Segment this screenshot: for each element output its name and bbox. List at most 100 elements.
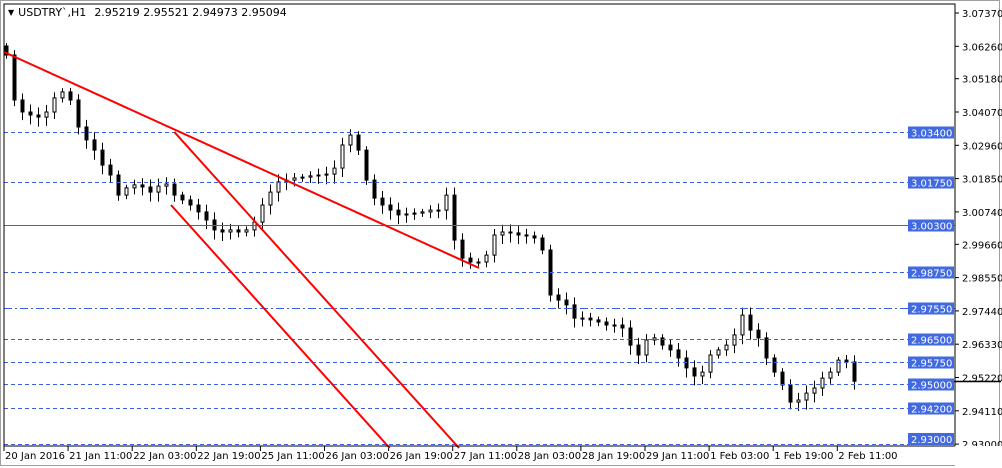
candle-body [180, 194, 185, 201]
candle-body [436, 209, 441, 212]
candle-body [388, 204, 393, 211]
level-label: 3.01750 [911, 179, 952, 190]
candle-body [644, 339, 649, 356]
level-label: 2.94200 [911, 405, 952, 416]
candle-body [804, 392, 809, 401]
x-tick-label: 25 Jan 11:00 [261, 451, 324, 462]
candle-body [788, 384, 793, 403]
candle-body [372, 179, 377, 199]
candle-body [132, 184, 137, 189]
candle-body [60, 91, 65, 99]
candle-body [172, 183, 177, 196]
candle-body [348, 134, 353, 146]
x-tick-label: 1 Feb 19:00 [774, 451, 833, 462]
level-label-bg [908, 402, 954, 415]
candle-body [92, 139, 97, 151]
candle-body [220, 229, 225, 233]
candle-body [4, 45, 9, 56]
x-tick-label: 21 Jan 11:00 [69, 451, 132, 462]
candle-body [812, 387, 817, 394]
candle-body [228, 229, 233, 233]
candle-body [708, 354, 713, 373]
level-label-bg [908, 126, 954, 139]
candle-body [660, 337, 665, 346]
candle-body [236, 229, 241, 233]
trendline [170, 204, 391, 449]
level-label-bg [908, 302, 954, 315]
y-tick-label: 3.00740 [962, 208, 1002, 219]
y-tick-label: 3.04070 [962, 108, 1002, 119]
candle-body [612, 324, 617, 327]
candle-body [12, 54, 17, 101]
candle-body [404, 213, 409, 216]
candle-body [844, 359, 849, 363]
trendline [173, 131, 460, 449]
candle-body [300, 176, 305, 179]
candle-body [764, 337, 769, 359]
ohlc-values: 2.95219 2.95521 2.94973 2.95094 [94, 6, 287, 19]
candle-body [364, 149, 369, 181]
candle-body [516, 232, 521, 236]
candle-body [628, 327, 633, 346]
candle-body [68, 91, 73, 101]
candle-body [692, 367, 697, 377]
trendline [3, 51, 480, 269]
candle-body [332, 167, 337, 175]
candle-body [116, 174, 121, 196]
level-label: 3.00300 [911, 222, 952, 233]
level-label-bg [908, 333, 954, 346]
symbol-label: USDTRY`,H1 [18, 6, 87, 19]
candle-body [212, 219, 217, 231]
candle-body [716, 349, 721, 356]
candle-body [748, 314, 753, 331]
level-label: 2.93000 [911, 435, 952, 446]
y-tick-label: 3.05180 [962, 75, 1002, 86]
level-label: 3.03400 [911, 129, 952, 140]
x-tick-label: 20 Jan 2016 [5, 451, 65, 462]
y-tick-label: 3.02960 [962, 141, 1002, 152]
y-tick-label: 2.96330 [962, 340, 1002, 351]
y-tick-label: 3.07370 [962, 9, 1002, 20]
candle-body [428, 209, 433, 213]
level-label: 2.97550 [911, 305, 952, 316]
candle-body [52, 97, 57, 113]
candle-body [148, 186, 153, 193]
candle-body [556, 294, 561, 301]
x-tick-label: 28 Jan 19:00 [582, 451, 645, 462]
candle-body [636, 344, 641, 356]
candle-body [292, 177, 297, 181]
y-tick-label: 2.99660 [962, 240, 1002, 251]
candle-body [588, 317, 593, 321]
candle-body [244, 229, 249, 233]
candle-body [780, 371, 785, 386]
level-label-bg [908, 266, 954, 279]
candle-body [396, 209, 401, 216]
candle-body [700, 371, 705, 377]
candle-body [572, 304, 577, 319]
candle-body [828, 371, 833, 379]
candle-body [356, 134, 361, 151]
candle-body [820, 377, 825, 389]
candle-body [28, 111, 33, 116]
x-tick-label: 27 Jan 11:00 [454, 451, 517, 462]
level-label: 2.95000 [911, 381, 952, 392]
candle-body [156, 185, 161, 193]
candle-body [740, 314, 745, 336]
candle-body [36, 114, 41, 118]
candle-body [76, 99, 81, 128]
candle-body [492, 234, 497, 256]
candle-body [836, 359, 841, 373]
candle-body [540, 237, 545, 251]
candle-body [260, 204, 265, 223]
level-label-bg [908, 219, 954, 232]
candle-body [268, 191, 273, 206]
candle-body [444, 194, 449, 211]
candle-body [724, 344, 729, 351]
triangle-down-icon[interactable]: ▼ [8, 8, 15, 17]
candle-body [508, 231, 513, 234]
candle-body [316, 174, 321, 177]
level-label: 2.96500 [911, 336, 952, 347]
plot-border [3, 3, 956, 447]
